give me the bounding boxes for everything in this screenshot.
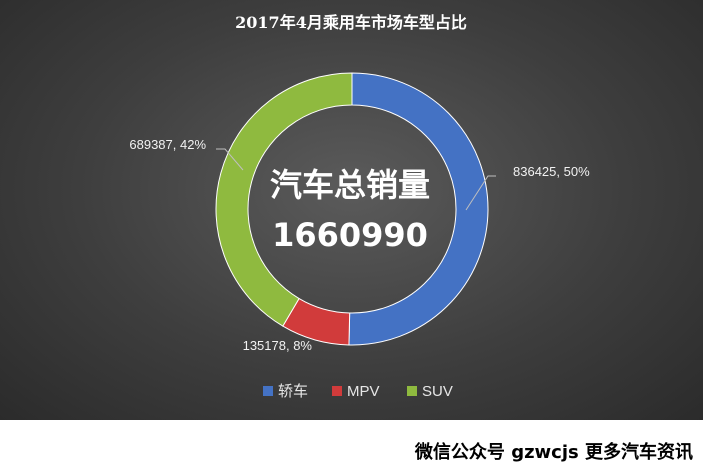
donut-slice-suv (215, 72, 353, 327)
center-total-value: 1660990 (272, 216, 428, 254)
leader-line-suv (216, 148, 244, 171)
legend-swatch-sedan (263, 386, 273, 396)
footer-watermark-text: 微信公众号 gzwcjs 更多汽车资讯 (414, 442, 693, 463)
legend-label-mpv: MPV (347, 383, 380, 400)
donut-chart: 2017年4月乘用车市场车型占比 836425, 50% 135178, 8% 68… (129, 13, 591, 400)
donut-slice-sedan (348, 72, 489, 346)
chart-title: 2017年4月乘用车市场车型占比 (235, 13, 467, 32)
legend-label-sedan: 轿车 (278, 383, 308, 400)
chart-panel: 2017年4月乘用车市场车型占比 836425, 50% 135178, 8% 68… (0, 0, 703, 420)
leader-line-sedan (465, 175, 496, 211)
legend-label-suv: SUV (422, 383, 453, 400)
data-label-suv: 689387, 42% (129, 137, 206, 152)
data-label-sedan: 836425, 50% (513, 164, 590, 179)
data-label-mpv: 135178, 8% (243, 338, 313, 353)
legend-swatch-mpv (332, 386, 342, 396)
legend-swatch-suv (407, 386, 417, 396)
center-label: 汽车总销量 (270, 166, 430, 204)
